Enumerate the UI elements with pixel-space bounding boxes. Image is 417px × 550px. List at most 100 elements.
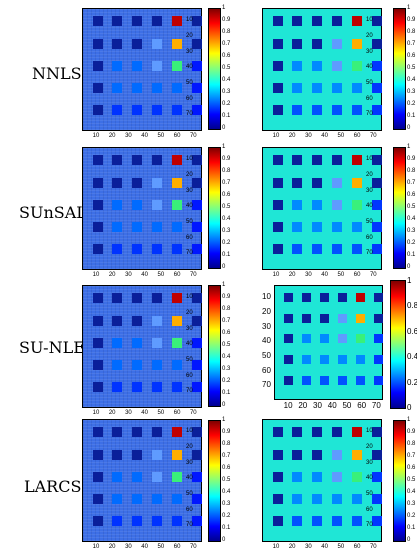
clean-x-tick-2-0: 10 <box>283 401 293 410</box>
clean-block-2-0-3 <box>337 292 347 302</box>
noisy-block-0-1-4 <box>171 38 182 49</box>
noisy-colorbar-tick-2-6: 0.6 <box>222 330 231 336</box>
clean-block-3-0-2 <box>312 427 323 438</box>
noisy-colorbar-tick-0-5: 0.5 <box>222 65 231 71</box>
noisy-y-tick-3-0: 10 <box>186 428 193 435</box>
noisy-colorbar-tick-0-4: 0.4 <box>222 77 231 83</box>
clean-colorbar-tick-3-1: 0.1 <box>407 525 416 531</box>
noisy-x-tick-1-0: 10 <box>92 272 100 278</box>
clean-colorbar-tick-3-5: 0.5 <box>407 477 416 483</box>
clean-y-tick-3-5: 60 <box>366 506 373 513</box>
clean-y-tick-3-4: 50 <box>366 491 373 498</box>
noisy-colorbar-tick-2-7: 0.7 <box>222 318 231 324</box>
clean-colorbar-tick-1-0: 0 <box>407 264 411 270</box>
clean-y-tick-0-5: 60 <box>366 95 373 102</box>
clean-block-0-3-3 <box>332 82 343 93</box>
noisy-colorbar-tick-3-5: 0.5 <box>222 477 231 483</box>
noisy-block-3-2-4 <box>171 471 182 482</box>
row-label-0: NNLS <box>32 64 82 83</box>
clean-block-1-4-2 <box>312 244 323 255</box>
noisy-colorbar-tick-1-1: 0.1 <box>222 252 231 258</box>
row-label-3: LARCSU <box>24 477 95 496</box>
noisy-block-2-3-5 <box>191 359 202 370</box>
clean-block-1-4-0 <box>272 244 283 255</box>
noisy-x-tick-0-4: 50 <box>157 133 165 139</box>
noisy-block-3-2-2 <box>132 471 143 482</box>
clean-block-3-0-0 <box>272 427 283 438</box>
clean-colorbar-tick-0-3: 0.3 <box>407 89 416 95</box>
clean-x-tick-3-6: 70 <box>369 544 377 550</box>
clean-block-3-4-3 <box>332 516 343 527</box>
clean-block-1-3-5 <box>371 221 382 232</box>
noisy-block-0-3-3 <box>152 82 163 93</box>
clean-block-3-3-0 <box>272 493 283 504</box>
noisy-block-2-2-3 <box>152 337 163 348</box>
clean-x-tick-1-0: 10 <box>272 272 280 278</box>
noisy-colorbar-tick-0-0: 0 <box>222 125 226 131</box>
clean-x-tick-0-4: 50 <box>337 133 345 139</box>
noisy-x-tick-1-4: 50 <box>157 272 165 278</box>
clean-block-0-2-1 <box>292 60 303 71</box>
clean-block-0-4-4 <box>351 105 362 116</box>
noisy-block-1-4-2 <box>132 244 143 255</box>
noisy-block-1-4-4 <box>171 244 182 255</box>
clean-y-tick-0-2: 30 <box>366 48 373 55</box>
noisy-block-2-3-1 <box>112 359 123 370</box>
noisy-block-1-0-2 <box>132 155 143 166</box>
noisy-block-1-1-0 <box>92 177 103 188</box>
clean-x-tick-0-6: 70 <box>369 133 377 139</box>
noisy-y-tick-3-3: 40 <box>186 475 193 482</box>
clean-block-0-1-1 <box>292 38 303 49</box>
clean-block-2-3-0 <box>283 354 293 365</box>
clean-x-tick-1-5: 60 <box>353 272 361 278</box>
noisy-block-1-2-1 <box>112 199 123 210</box>
clean-y-tick-0-6: 70 <box>366 111 373 118</box>
clean-y-tick-1-6: 70 <box>366 250 373 257</box>
noisy-block-0-1-3 <box>152 38 163 49</box>
noisy-x-tick-2-1: 20 <box>108 410 116 416</box>
clean-y-tick-2-6: 70 <box>262 380 271 390</box>
noisy-block-0-1-1 <box>112 38 123 49</box>
row-label-2: SU-NLE <box>19 338 85 357</box>
clean-colorbar-tick-3-0: 0 <box>407 537 411 543</box>
noisy-block-2-3-3 <box>152 359 163 370</box>
clean-block-3-1-1 <box>292 449 303 460</box>
clean-colorbar-tick-2-3: 0.6 <box>407 326 417 336</box>
noisy-x-tick-1-2: 30 <box>125 272 132 278</box>
clean-block-2-3-2 <box>319 354 329 365</box>
noisy-x-tick-1-6: 70 <box>189 272 197 278</box>
noisy-x-tick-2-5: 60 <box>173 410 181 416</box>
noisy-block-2-2-4 <box>171 337 182 348</box>
noisy-block-3-3-5 <box>191 493 202 504</box>
noisy-block-3-4-0 <box>92 516 103 527</box>
noisy-block-0-0-5 <box>191 16 202 27</box>
clean-block-1-0-2 <box>312 155 323 166</box>
noisy-colorbar-tick-2-8: 0.8 <box>222 306 231 312</box>
clean-block-1-1-0 <box>272 177 283 188</box>
clean-block-0-0-4 <box>351 16 362 27</box>
noisy-block-3-4-2 <box>132 516 143 527</box>
noisy-x-tick-2-3: 40 <box>141 410 148 416</box>
clean-colorbar-tick-2-2: 0.4 <box>407 352 417 362</box>
clean-block-1-0-3 <box>332 155 343 166</box>
noisy-colorbar-tick-2-10: 1 <box>222 282 226 288</box>
clean-block-2-4-4 <box>355 375 365 385</box>
noisy-y-tick-2-1: 20 <box>186 309 193 316</box>
clean-block-2-2-1 <box>301 334 311 344</box>
clean-colorbar-tick-3-6: 0.6 <box>407 465 416 471</box>
clean-block-0-0-0 <box>272 16 283 27</box>
noisy-colorbar-tick-3-7: 0.7 <box>222 453 231 459</box>
clean-block-1-2-5 <box>371 199 382 210</box>
noisy-block-3-3-4 <box>171 493 182 504</box>
noisy-x-tick-0-1: 20 <box>108 133 116 139</box>
clean-block-3-4-1 <box>292 516 303 527</box>
noisy-block-3-1-3 <box>152 449 163 460</box>
noisy-y-tick-3-6: 70 <box>186 522 193 529</box>
noisy-x-tick-3-1: 20 <box>108 544 116 550</box>
clean-block-0-2-4 <box>351 60 362 71</box>
clean-block-3-0-5 <box>371 427 382 438</box>
noisy-block-0-2-1 <box>112 60 123 71</box>
noisy-y-tick-1-4: 50 <box>186 219 193 226</box>
noisy-colorbar-tick-3-3: 0.3 <box>222 501 231 507</box>
clean-block-1-0-4 <box>351 155 362 166</box>
